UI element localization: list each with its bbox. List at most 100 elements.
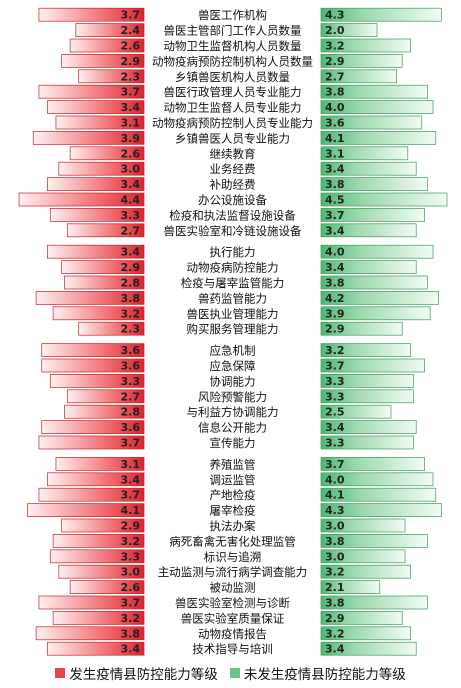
- data-label-left: 2.7: [121, 390, 141, 403]
- data-label-left: 3.1: [121, 117, 141, 130]
- data-label-left: 4.4: [121, 194, 141, 207]
- category-label: 动物卫生监督机构人员数量: [164, 39, 302, 53]
- category-label: 继续教育: [210, 147, 256, 161]
- bar-right: [320, 404, 392, 419]
- data-label-right: 3.2: [325, 566, 345, 579]
- bar-left: [47, 177, 145, 191]
- data-label-right: 3.6: [325, 117, 345, 130]
- bar-right: [320, 192, 448, 207]
- data-label-right: 3.3: [325, 437, 345, 450]
- bar-right: [320, 321, 403, 336]
- data-label-right: 2.9: [325, 323, 345, 336]
- data-label-left: 3.7: [121, 9, 141, 22]
- data-label-right: 2.1: [325, 581, 345, 594]
- data-label-right: 3.7: [325, 458, 345, 471]
- data-label-right: 4.0: [325, 101, 345, 114]
- bar-left: [38, 84, 145, 99]
- category-label: 动物疫病防控能力: [187, 261, 279, 275]
- data-label-left: 2.3: [121, 323, 141, 336]
- legend-item-left: 发生疫情县防控能力等级: [55, 663, 218, 683]
- bar-left: [35, 626, 145, 641]
- data-label-right: 4.5: [325, 194, 345, 207]
- data-label-right: 3.4: [325, 224, 345, 237]
- data-label-left: 3.4: [121, 246, 141, 259]
- bar-right: [320, 161, 417, 176]
- bar-right: [320, 69, 397, 84]
- category-label: 兽医行政管理人员专业能力: [164, 85, 302, 99]
- bar-left: [47, 472, 145, 487]
- category-label: 信息公开能力: [198, 421, 267, 435]
- data-label-left: 2.9: [121, 261, 141, 274]
- data-label-right: 3.8: [325, 178, 345, 191]
- category-label: 办公设施设备: [198, 193, 267, 207]
- data-label-left: 3.2: [121, 612, 141, 625]
- bar-left: [41, 358, 145, 373]
- table-row: 3.3 3.0 标识与追溯: [49, 549, 406, 564]
- legend-label-left: 发生疫情县防控能力等级: [69, 667, 218, 683]
- category-label: 主动监测与流行病学调查能力: [158, 565, 308, 579]
- data-label-right: 3.2: [325, 627, 345, 640]
- bar-left: [66, 389, 145, 404]
- category-label: 动物疫情报告: [198, 627, 267, 641]
- category-label: 调运监管: [210, 473, 256, 487]
- data-label-right: 3.4: [325, 163, 345, 176]
- bar-left: [78, 321, 145, 336]
- category-label: 产地检疫: [210, 488, 256, 502]
- data-label-left: 2.7: [121, 224, 141, 237]
- data-label-right: 3.9: [325, 307, 345, 320]
- category-label: 标识与追溯: [204, 550, 262, 564]
- bar-left: [32, 131, 145, 145]
- bar-right: [320, 518, 406, 533]
- category-label: 动物卫生监督人员专业能力: [164, 101, 302, 115]
- table-row: 2.9 2.9 动物疫病预防控制机构人员数量: [61, 54, 403, 68]
- bar-right: [320, 146, 409, 161]
- bar-right: [320, 223, 417, 238]
- data-label-left: 3.3: [121, 375, 141, 388]
- bar-left: [61, 54, 145, 68]
- legend-item-right: 未发生疫情县防控能力等级: [229, 663, 406, 683]
- table-row: 3.3 3.3 协调能力: [49, 374, 414, 388]
- data-label-left: 2.8: [121, 406, 141, 419]
- table-row: 3.0 3.2 主动监测与流行病学调查能力: [58, 564, 411, 579]
- data-label-left: 4.1: [121, 504, 141, 517]
- table-row: 2.8 2.5 与利益方协调能力: [64, 404, 392, 419]
- bar-left: [47, 244, 145, 259]
- bar-right: [320, 641, 417, 656]
- table-row: 2.7 3.4 兽医实验室和冷链设施设备: [66, 223, 417, 238]
- data-label-left: 2.9: [121, 55, 141, 68]
- data-label-left: 2.4: [121, 24, 141, 37]
- bar-right: [320, 564, 411, 579]
- category-label: 兽医实验室检测与诊断: [175, 596, 290, 610]
- table-row: 3.4 4.0 执行能力: [47, 244, 434, 259]
- bar-right: [320, 244, 434, 259]
- bar-right: [320, 343, 411, 357]
- legend-swatch-left: [55, 668, 66, 678]
- table-row: 3.4 4.0 动物卫生监督人员专业能力: [47, 100, 434, 115]
- table-row: 3.3 3.7 检疫和执法监督设施设备: [49, 208, 425, 222]
- bar-left: [35, 291, 145, 305]
- bar-right: [320, 595, 428, 610]
- bar-right: [320, 260, 417, 274]
- data-label-right: 3.4: [325, 643, 345, 656]
- bar-left: [69, 38, 145, 53]
- bar-left: [58, 564, 145, 579]
- category-label: 与利益方协调能力: [187, 405, 279, 419]
- table-row: 3.6 3.7 应急保障: [41, 358, 425, 373]
- category-label: 风险预警能力: [198, 390, 267, 404]
- bar-left: [61, 260, 145, 274]
- table-row: 3.7 4.1 产地检疫: [38, 487, 437, 502]
- bar-right: [320, 503, 442, 517]
- data-label-left: 3.9: [121, 132, 141, 145]
- data-label-right: 3.8: [325, 277, 345, 290]
- bar-left: [64, 275, 145, 290]
- data-label-right: 4.3: [325, 504, 345, 517]
- table-row: 3.8 3.2 动物疫情报告: [35, 626, 411, 641]
- data-label-left: 3.4: [121, 178, 141, 191]
- category-label: 养殖监管: [210, 457, 256, 471]
- data-label-left: 2.6: [121, 147, 141, 160]
- table-row: 2.9 3.4 动物疫病防控能力: [61, 260, 417, 275]
- bar-right: [320, 291, 439, 305]
- data-label-right: 3.8: [325, 86, 345, 99]
- table-row: 4.4 4.5 办公设施设备: [18, 192, 448, 207]
- bar-left: [55, 115, 145, 130]
